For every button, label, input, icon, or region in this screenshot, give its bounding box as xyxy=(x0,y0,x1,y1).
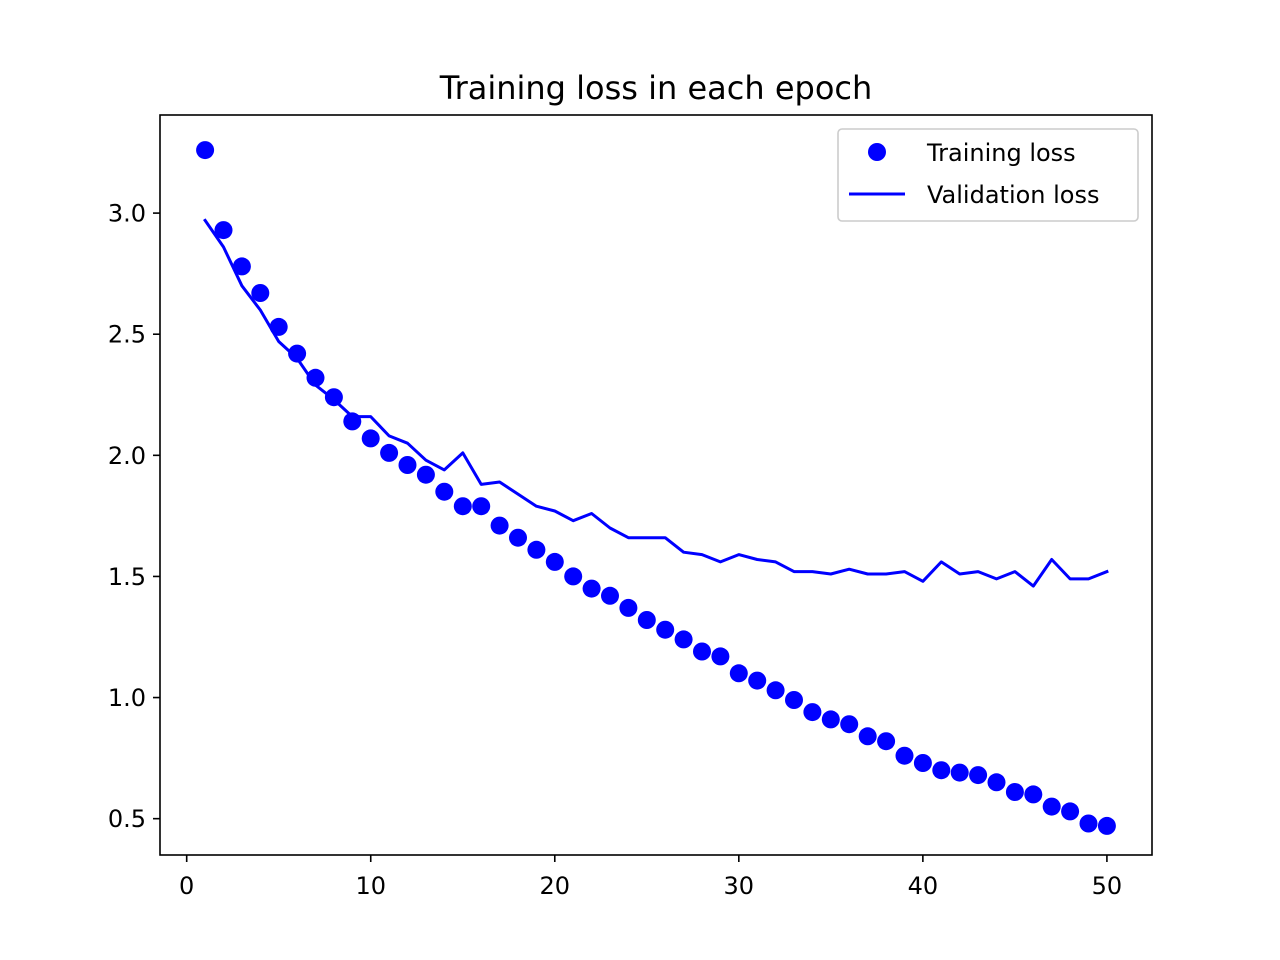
training-loss-point xyxy=(361,429,380,448)
training-loss-point xyxy=(269,317,288,336)
training-loss-point xyxy=(950,763,969,782)
training-loss-point xyxy=(251,284,270,302)
training-loss-point xyxy=(913,754,932,772)
y-tick-label: 2.5 xyxy=(108,321,146,349)
training-loss-point xyxy=(601,586,619,605)
x-tick-label: 30 xyxy=(724,872,755,900)
plot-content xyxy=(196,141,1116,835)
training-loss-point xyxy=(821,710,840,729)
training-loss-point xyxy=(969,766,988,785)
x-tick-label: 20 xyxy=(540,872,571,900)
legend-box xyxy=(837,128,1139,222)
training-loss-point xyxy=(987,773,1006,792)
training-loss-point xyxy=(877,732,896,751)
training-loss-point xyxy=(1061,802,1080,821)
training-loss-point xyxy=(656,620,675,639)
legend-marker-training-loss xyxy=(868,143,886,161)
training-loss-point xyxy=(564,567,583,586)
training-loss-point xyxy=(490,516,509,535)
training-loss-point xyxy=(214,221,233,240)
training-loss-point xyxy=(472,497,491,516)
training-loss-point xyxy=(674,630,693,649)
y-tick-label: 1.0 xyxy=(108,684,146,712)
training-loss-point xyxy=(1042,797,1061,816)
training-loss-point xyxy=(932,761,951,780)
training-loss-point xyxy=(1005,783,1024,801)
training-loss-point xyxy=(711,647,730,666)
x-tick-label: 0 xyxy=(179,872,194,900)
training-loss-point xyxy=(803,703,822,722)
training-loss-point xyxy=(766,681,785,700)
training-loss-point xyxy=(324,388,343,407)
training-loss-point xyxy=(416,465,435,484)
training-loss-point xyxy=(1097,816,1116,835)
y-tick-label: 1.5 xyxy=(108,563,146,591)
x-tick-label: 10 xyxy=(355,872,386,900)
training-loss-point xyxy=(693,642,711,661)
training-loss-point xyxy=(435,482,454,501)
training-loss-point xyxy=(1079,814,1098,833)
y-axis: 0.5 1.0 1.5 2.0 2.5 3.0 xyxy=(108,200,160,833)
training-loss-point xyxy=(398,456,417,474)
training-loss-point xyxy=(453,497,472,516)
training-loss-point xyxy=(232,257,251,276)
training-loss-point xyxy=(619,598,638,617)
chart-title: Training loss in each epoch xyxy=(439,69,873,107)
training-loss-point xyxy=(545,552,564,571)
training-loss-point xyxy=(785,691,803,709)
training-loss-point xyxy=(380,443,399,462)
training-loss-point xyxy=(858,727,877,746)
y-tick-label: 2.0 xyxy=(108,442,146,470)
training-loss-point xyxy=(895,746,914,765)
training-loss-point xyxy=(748,671,767,690)
training-loss-point xyxy=(306,368,325,387)
training-loss-point xyxy=(343,412,362,431)
training-loss-point xyxy=(1024,785,1043,804)
x-axis: 0 10 20 30 40 50 xyxy=(179,855,1122,900)
training-loss-point xyxy=(527,540,546,559)
x-tick-label: 50 xyxy=(1092,872,1123,900)
training-loss-point xyxy=(509,528,527,547)
training-loss-point xyxy=(196,141,215,160)
training-loss-point xyxy=(288,344,307,363)
training-loss-point xyxy=(637,611,656,629)
legend: Training loss Validation loss xyxy=(837,128,1139,222)
y-tick-label: 0.5 xyxy=(108,805,146,833)
legend-label-training-loss: Training loss xyxy=(926,139,1076,167)
y-tick-label: 3.0 xyxy=(108,200,146,228)
legend-label-validation-loss: Validation loss xyxy=(927,181,1100,209)
training-loss-point xyxy=(729,664,748,683)
x-tick-label: 40 xyxy=(908,872,939,900)
training-loss-point xyxy=(582,579,601,598)
axes-frame xyxy=(159,114,1153,856)
training-loss-point xyxy=(840,715,859,734)
